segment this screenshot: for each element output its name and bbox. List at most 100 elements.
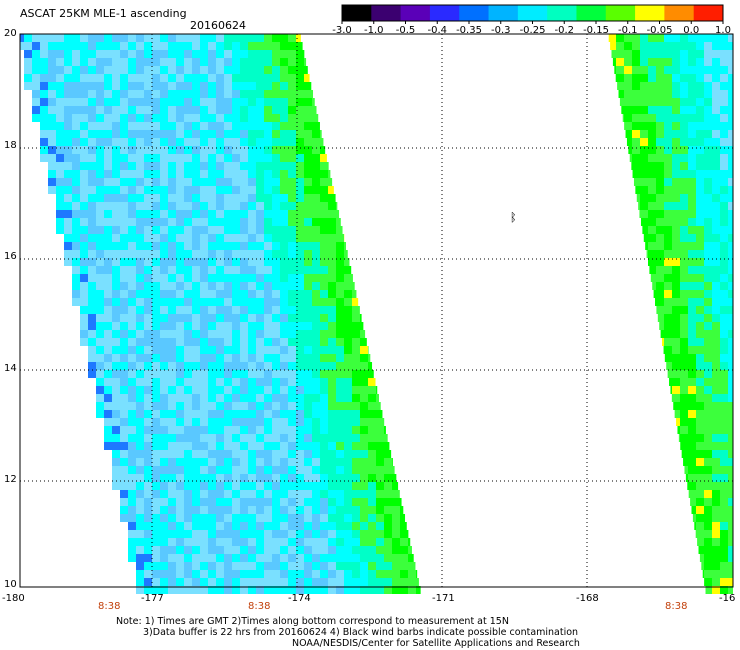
wind-cell	[224, 306, 232, 314]
wind-cell	[232, 498, 240, 506]
wind-cell	[240, 114, 248, 122]
wind-cell	[224, 466, 232, 474]
lat-label-16: 16	[4, 251, 17, 262]
wind-cell	[610, 42, 619, 50]
wind-cell	[88, 154, 96, 162]
wind-cell	[80, 322, 88, 330]
wind-cell	[176, 210, 184, 218]
wind-cell	[160, 506, 168, 514]
wind-cell	[672, 378, 680, 386]
wind-cell	[728, 314, 733, 322]
wind-cell	[320, 586, 328, 594]
wind-cell	[720, 570, 728, 578]
wind-cell	[168, 506, 176, 514]
wind-cell	[160, 570, 168, 578]
wind-cell	[88, 66, 96, 74]
wind-cell	[296, 466, 304, 474]
wind-cell	[304, 266, 312, 274]
wind-cell	[184, 434, 192, 442]
wind-cell	[728, 50, 733, 58]
wind-cell	[328, 210, 336, 218]
wind-cell	[704, 314, 712, 322]
wind-cell	[400, 498, 402, 506]
wind-cell	[664, 170, 672, 178]
wind-cell	[704, 130, 712, 138]
wind-cell	[280, 266, 288, 274]
wind-cell	[720, 354, 728, 362]
wind-cell	[704, 466, 712, 474]
wind-cell	[200, 34, 208, 42]
wind-cell	[304, 370, 312, 378]
wind-cell	[320, 386, 328, 394]
wind-cell	[248, 330, 256, 338]
wind-cell	[104, 274, 112, 282]
wind-cell	[232, 538, 240, 546]
wind-cell	[328, 418, 336, 426]
wind-cell	[336, 402, 344, 410]
wind-cell	[232, 90, 240, 98]
wind-cell	[256, 210, 264, 218]
wind-cell	[712, 298, 720, 306]
wind-cell	[248, 314, 256, 322]
wind-cell	[296, 290, 304, 298]
wind-cell	[240, 138, 248, 146]
wind-cell	[688, 162, 696, 170]
wind-cell	[216, 570, 224, 578]
wind-cell	[184, 474, 192, 482]
wind-cell	[272, 554, 280, 562]
wind-cell	[88, 74, 96, 82]
wind-cell	[336, 450, 344, 458]
wind-cell	[728, 114, 733, 122]
wind-cell	[712, 554, 720, 562]
wind-cell	[168, 226, 176, 234]
wind-cell	[640, 122, 648, 130]
wind-cell	[248, 218, 256, 226]
wind-cell	[656, 226, 664, 234]
wind-cell	[152, 90, 160, 98]
wind-cell	[80, 74, 88, 82]
wind-cell	[208, 338, 216, 346]
wind-cell	[720, 418, 728, 426]
wind-cell	[216, 50, 224, 58]
wind-cell	[208, 194, 216, 202]
wind-cell	[296, 522, 304, 530]
wind-cell	[344, 306, 352, 314]
wind-cell	[304, 258, 312, 266]
wind-cell	[72, 42, 80, 50]
wind-cell	[152, 106, 160, 114]
wind-cell	[56, 202, 64, 210]
wind-cell	[648, 250, 656, 258]
wind-cell	[144, 210, 152, 218]
wind-cell	[640, 154, 648, 162]
wind-cell	[648, 258, 656, 266]
wind-cell	[72, 146, 80, 154]
wind-cell	[640, 90, 648, 98]
wind-cell	[672, 154, 680, 162]
wind-cell	[104, 290, 112, 298]
wind-cell	[216, 346, 224, 354]
wind-cell	[216, 290, 224, 298]
wind-cell	[200, 74, 208, 82]
wind-cell	[360, 506, 368, 514]
wind-cell	[296, 162, 304, 170]
wind-cell	[136, 274, 144, 282]
wind-cell	[256, 474, 264, 482]
wind-cell	[304, 578, 312, 586]
wind-cell	[681, 450, 690, 458]
wind-cell	[704, 322, 712, 330]
wind-cell	[160, 282, 168, 290]
wind-cell	[40, 34, 48, 42]
wind-cell	[648, 50, 656, 58]
wind-cell	[672, 226, 680, 234]
wind-cell	[720, 90, 728, 98]
wind-cell	[160, 58, 168, 66]
wind-cell	[720, 146, 728, 154]
wind-cell	[280, 362, 288, 370]
wind-cell	[72, 298, 80, 306]
wind-cell	[704, 58, 712, 66]
wind-cell	[328, 538, 336, 546]
wind-cell	[712, 522, 720, 530]
wind-cell	[136, 218, 144, 226]
wind-cell	[168, 570, 176, 578]
wind-cell	[224, 34, 232, 42]
